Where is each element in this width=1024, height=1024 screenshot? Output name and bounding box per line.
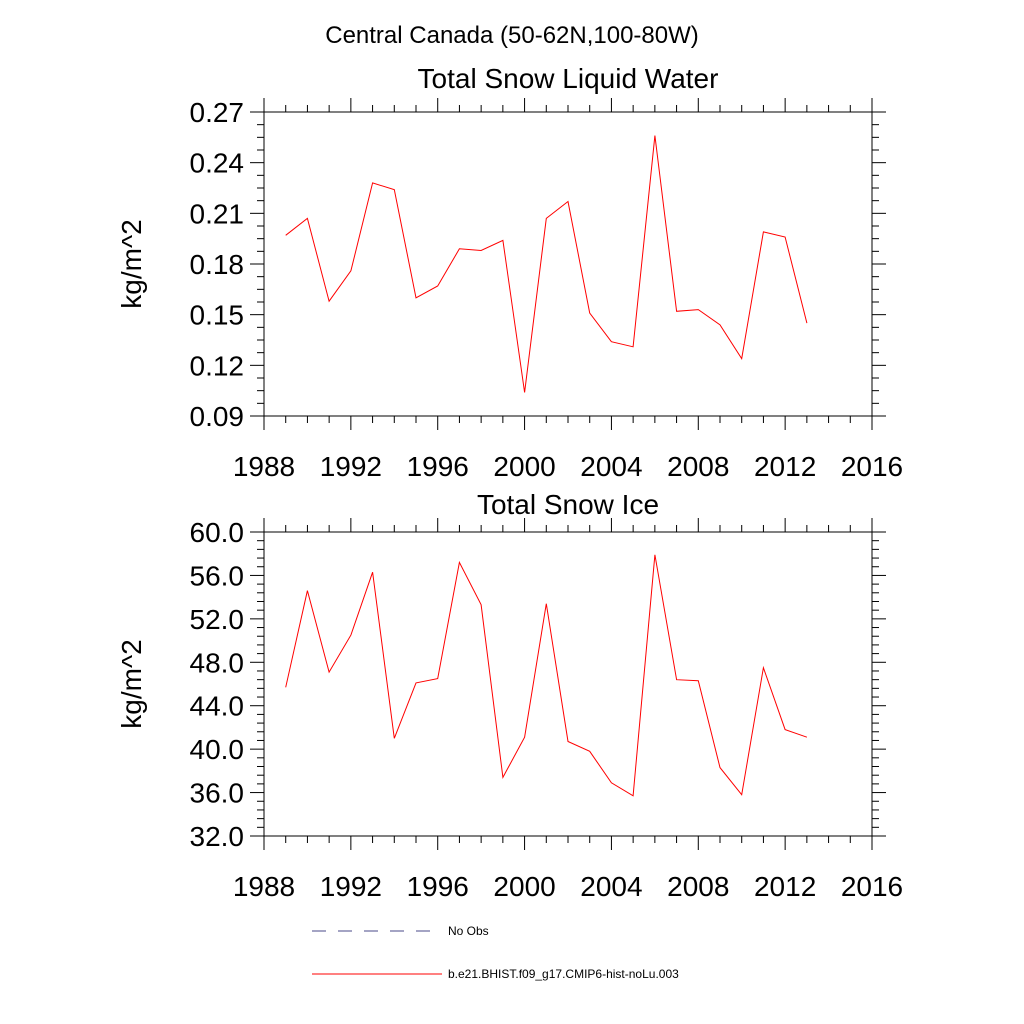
- y-tick-label: 48.0: [190, 647, 245, 678]
- x-tick-label: 2016: [841, 871, 903, 902]
- series-line: [285, 135, 808, 393]
- y-tick-label: 32.0: [190, 821, 245, 852]
- y-tick-label: 40.0: [190, 734, 245, 765]
- y-tick-label: 56.0: [190, 560, 245, 591]
- y-tick-label: 0.15: [190, 300, 245, 331]
- x-tick-label: 2012: [754, 451, 816, 482]
- x-tick-label: 1992: [320, 871, 382, 902]
- y-tick-label: 0.27: [190, 97, 245, 128]
- legend: No Obs b.e21.BHIST.f09_g17.CMIP6-hist-no…: [312, 924, 679, 981]
- legend-no-obs-label: No Obs: [448, 924, 489, 938]
- series-line: [285, 554, 808, 797]
- legend-model-label: b.e21.BHIST.f09_g17.CMIP6-hist-noLu.003: [448, 967, 679, 981]
- x-tick-label: 1996: [407, 871, 469, 902]
- y-tick-label: 0.21: [190, 198, 245, 229]
- x-tick-label: 2016: [841, 451, 903, 482]
- x-tick-label: 2012: [754, 871, 816, 902]
- x-tick-label: 1996: [407, 451, 469, 482]
- plot-frame: [263, 111, 873, 417]
- y-axis-label: kg/m^2: [116, 219, 147, 308]
- x-tick-label: 1992: [320, 451, 382, 482]
- y-tick-label: 60.0: [190, 517, 245, 548]
- x-tick-label: 2004: [580, 451, 642, 482]
- x-tick-label: 2000: [493, 451, 555, 482]
- plot-frame: [263, 531, 873, 837]
- chart-title: Total Snow Ice: [477, 489, 659, 520]
- y-tick-label: 0.12: [190, 350, 245, 381]
- figure-title: Central Canada (50-62N,100-80W): [325, 22, 699, 49]
- panel-snow-liquid-water: Total Snow Liquid Water kg/m^2 1988 1992 199…: [116, 63, 903, 482]
- y-tick-label: 0.09: [190, 401, 245, 432]
- x-tick-label: 2008: [667, 451, 729, 482]
- y-tick-label: 36.0: [190, 778, 245, 809]
- x-tick-label: 2008: [667, 871, 729, 902]
- chart-title: Total Snow Liquid Water: [418, 63, 719, 94]
- x-tick-label: 2004: [580, 871, 642, 902]
- x-tick-label: 2000: [493, 871, 555, 902]
- y-tick-label: 0.24: [190, 148, 245, 179]
- y-tick-label: 52.0: [190, 604, 245, 635]
- y-axis-label: kg/m^2: [116, 639, 147, 728]
- panel-snow-ice: Total Snow Ice kg/m^2 1988 1992 1996 2000 2004…: [116, 489, 903, 902]
- y-tick-label: 44.0: [190, 691, 245, 722]
- x-tick-label: 1988: [233, 451, 295, 482]
- x-tick-label: 1988: [233, 871, 295, 902]
- y-tick-label: 0.18: [190, 249, 245, 280]
